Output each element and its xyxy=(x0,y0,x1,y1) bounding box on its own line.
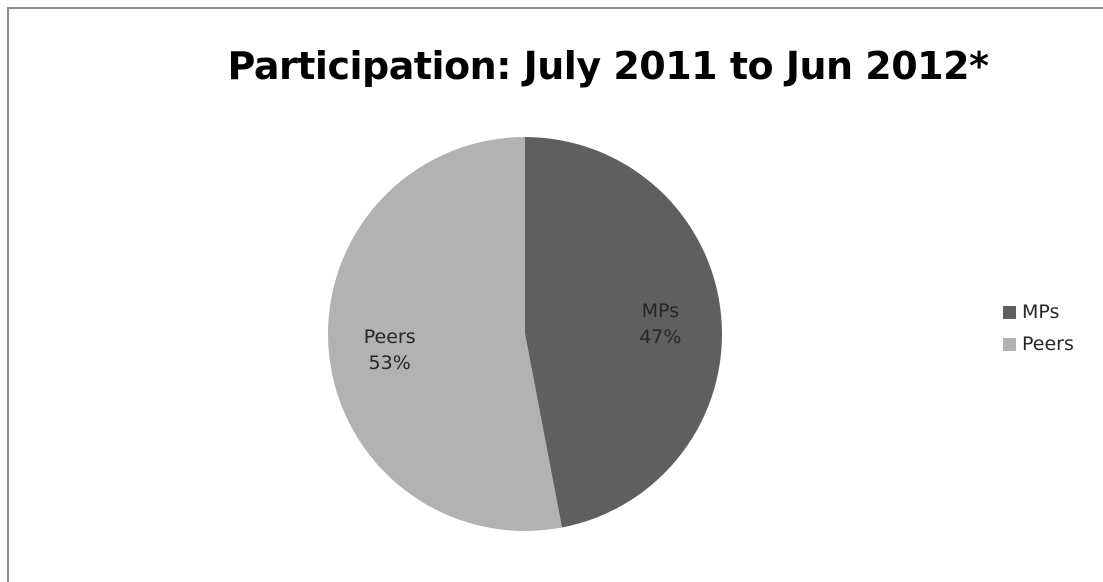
pie-slice-mps xyxy=(525,137,722,528)
legend-item-mps: MPs xyxy=(1003,296,1074,328)
pie-slice-peers xyxy=(327,137,562,532)
slice-label-peers: Peers xyxy=(364,326,416,348)
legend-label-mps: MPs xyxy=(1022,301,1060,323)
legend: MPs Peers xyxy=(1003,296,1074,360)
chart-title: Participation: July 2011 to Jun 2012* xyxy=(227,44,989,88)
legend-swatch-peers xyxy=(1003,337,1016,351)
legend-item-peers: Peers xyxy=(1003,328,1074,360)
slice-percent-peers: 53% xyxy=(369,352,411,374)
legend-swatch-mps xyxy=(1003,305,1016,319)
slice-percent-mps: 47% xyxy=(639,326,681,348)
legend-label-peers: Peers xyxy=(1022,333,1074,355)
slice-label-mps: MPs xyxy=(642,300,679,322)
